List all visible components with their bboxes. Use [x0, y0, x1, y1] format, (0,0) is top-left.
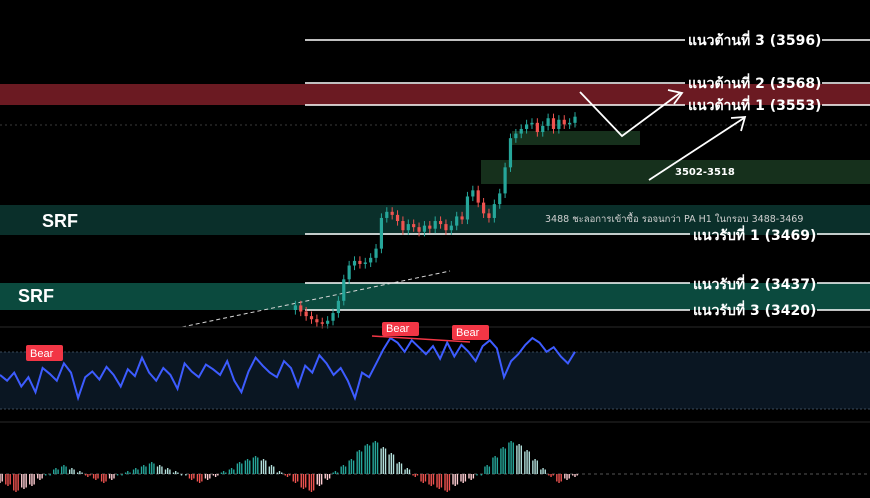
support-3-label: แนวรับที่ 3 (3420): [693, 300, 816, 319]
bear-badge-1: Bear: [26, 345, 63, 361]
candle-body: [336, 300, 340, 314]
candle-body: [385, 211, 389, 218]
candle-body: [417, 227, 421, 232]
candle-body: [428, 225, 432, 229]
candle-body: [514, 133, 518, 139]
candle-body: [481, 202, 486, 214]
candle-body: [503, 167, 507, 194]
bear-divergence-line: [371, 335, 471, 343]
resistance-2-label: แนวต้านที่ 2 (3568): [688, 73, 821, 92]
candle-body: [395, 214, 400, 222]
candle-body: [320, 322, 324, 324]
level-lines: [305, 39, 870, 311]
projection-path-long: [648, 117, 745, 181]
bear-badge-text-2: Bear: [386, 323, 410, 335]
resistance-3-label: แนวต้านที่ 3 (3596): [688, 30, 821, 49]
resistance-1-label: แนวต้านที่ 1 (3553): [688, 95, 821, 114]
candle-body: [530, 122, 534, 125]
trendline-dashed: [181, 270, 451, 328]
rsi-line: [0, 336, 576, 402]
candle-body: [487, 213, 491, 218]
resistance-zone: [0, 84, 870, 105]
projection-arrows: [579, 89, 747, 181]
candle-body: [557, 119, 561, 129]
candle-body: [299, 305, 303, 312]
candle-body: [352, 260, 357, 266]
candle-body: [568, 122, 572, 125]
bear-badge-text-3: Bear: [456, 327, 480, 339]
candle-body: [293, 305, 297, 310]
candle-body: [541, 125, 545, 133]
candle-body: [476, 190, 480, 203]
candlestick-series: [293, 112, 577, 329]
candle-body: [315, 319, 319, 323]
candle-body: [379, 217, 384, 249]
srf-label-upper: SRF: [42, 211, 78, 231]
candle-body: [358, 260, 362, 264]
candle-body: [455, 216, 459, 226]
support-1-label: แนวรับที่ 1 (3469): [693, 225, 816, 244]
candle-body: [460, 216, 464, 220]
candle-body: [449, 225, 453, 231]
candle-body: [304, 311, 308, 317]
candle-body: [535, 122, 539, 133]
candle-body: [412, 224, 416, 228]
bear-badge-2: Bear: [382, 322, 419, 336]
candle-body: [438, 221, 443, 225]
candle-body: [498, 193, 502, 205]
green-zone-large: [481, 160, 870, 184]
green-zone-label: 3502-3518: [675, 167, 735, 178]
candle-body: [422, 225, 427, 232]
green-zone-small: [512, 131, 640, 145]
candle-body: [525, 124, 529, 129]
projection-path-zigzag: [579, 91, 681, 138]
candle-body: [342, 279, 346, 301]
rsi-band: [0, 352, 870, 409]
candle-body: [471, 190, 475, 197]
candle-body: [369, 257, 373, 263]
candle-body: [519, 128, 523, 134]
candle-body: [363, 262, 367, 264]
candle-body: [444, 224, 448, 231]
entry-annotation: 3488 ชะลอการเข้าซื้อ รอจนกว่า PA H1 ในกร…: [545, 212, 803, 225]
candle-body: [551, 118, 556, 129]
support-2-label: แนวรับที่ 2 (3437): [693, 274, 816, 293]
candle-body: [465, 196, 470, 220]
candle-body: [347, 265, 351, 280]
candle-body: [331, 313, 335, 321]
arrow-head-upper: [667, 89, 684, 105]
candle-body: [374, 248, 378, 258]
candle-body: [406, 224, 410, 231]
support-zone-lower: [0, 283, 870, 310]
candle-body: [508, 138, 513, 168]
bear-badge-text-1: Bear: [30, 348, 54, 360]
arrow-head-lower: [730, 116, 747, 132]
candle-body: [546, 118, 550, 126]
candle-body: [390, 211, 394, 215]
bear-badge-3: Bear: [452, 325, 489, 340]
candle-body: [309, 316, 314, 320]
candle-body: [573, 116, 577, 123]
candle-body: [401, 221, 405, 231]
histogram-series: [0, 441, 578, 492]
srf-label-lower: SRF: [18, 286, 54, 306]
candle-body: [433, 221, 437, 229]
candle-body: [326, 320, 330, 324]
candle-body: [492, 204, 496, 218]
candle-body: [562, 119, 566, 125]
